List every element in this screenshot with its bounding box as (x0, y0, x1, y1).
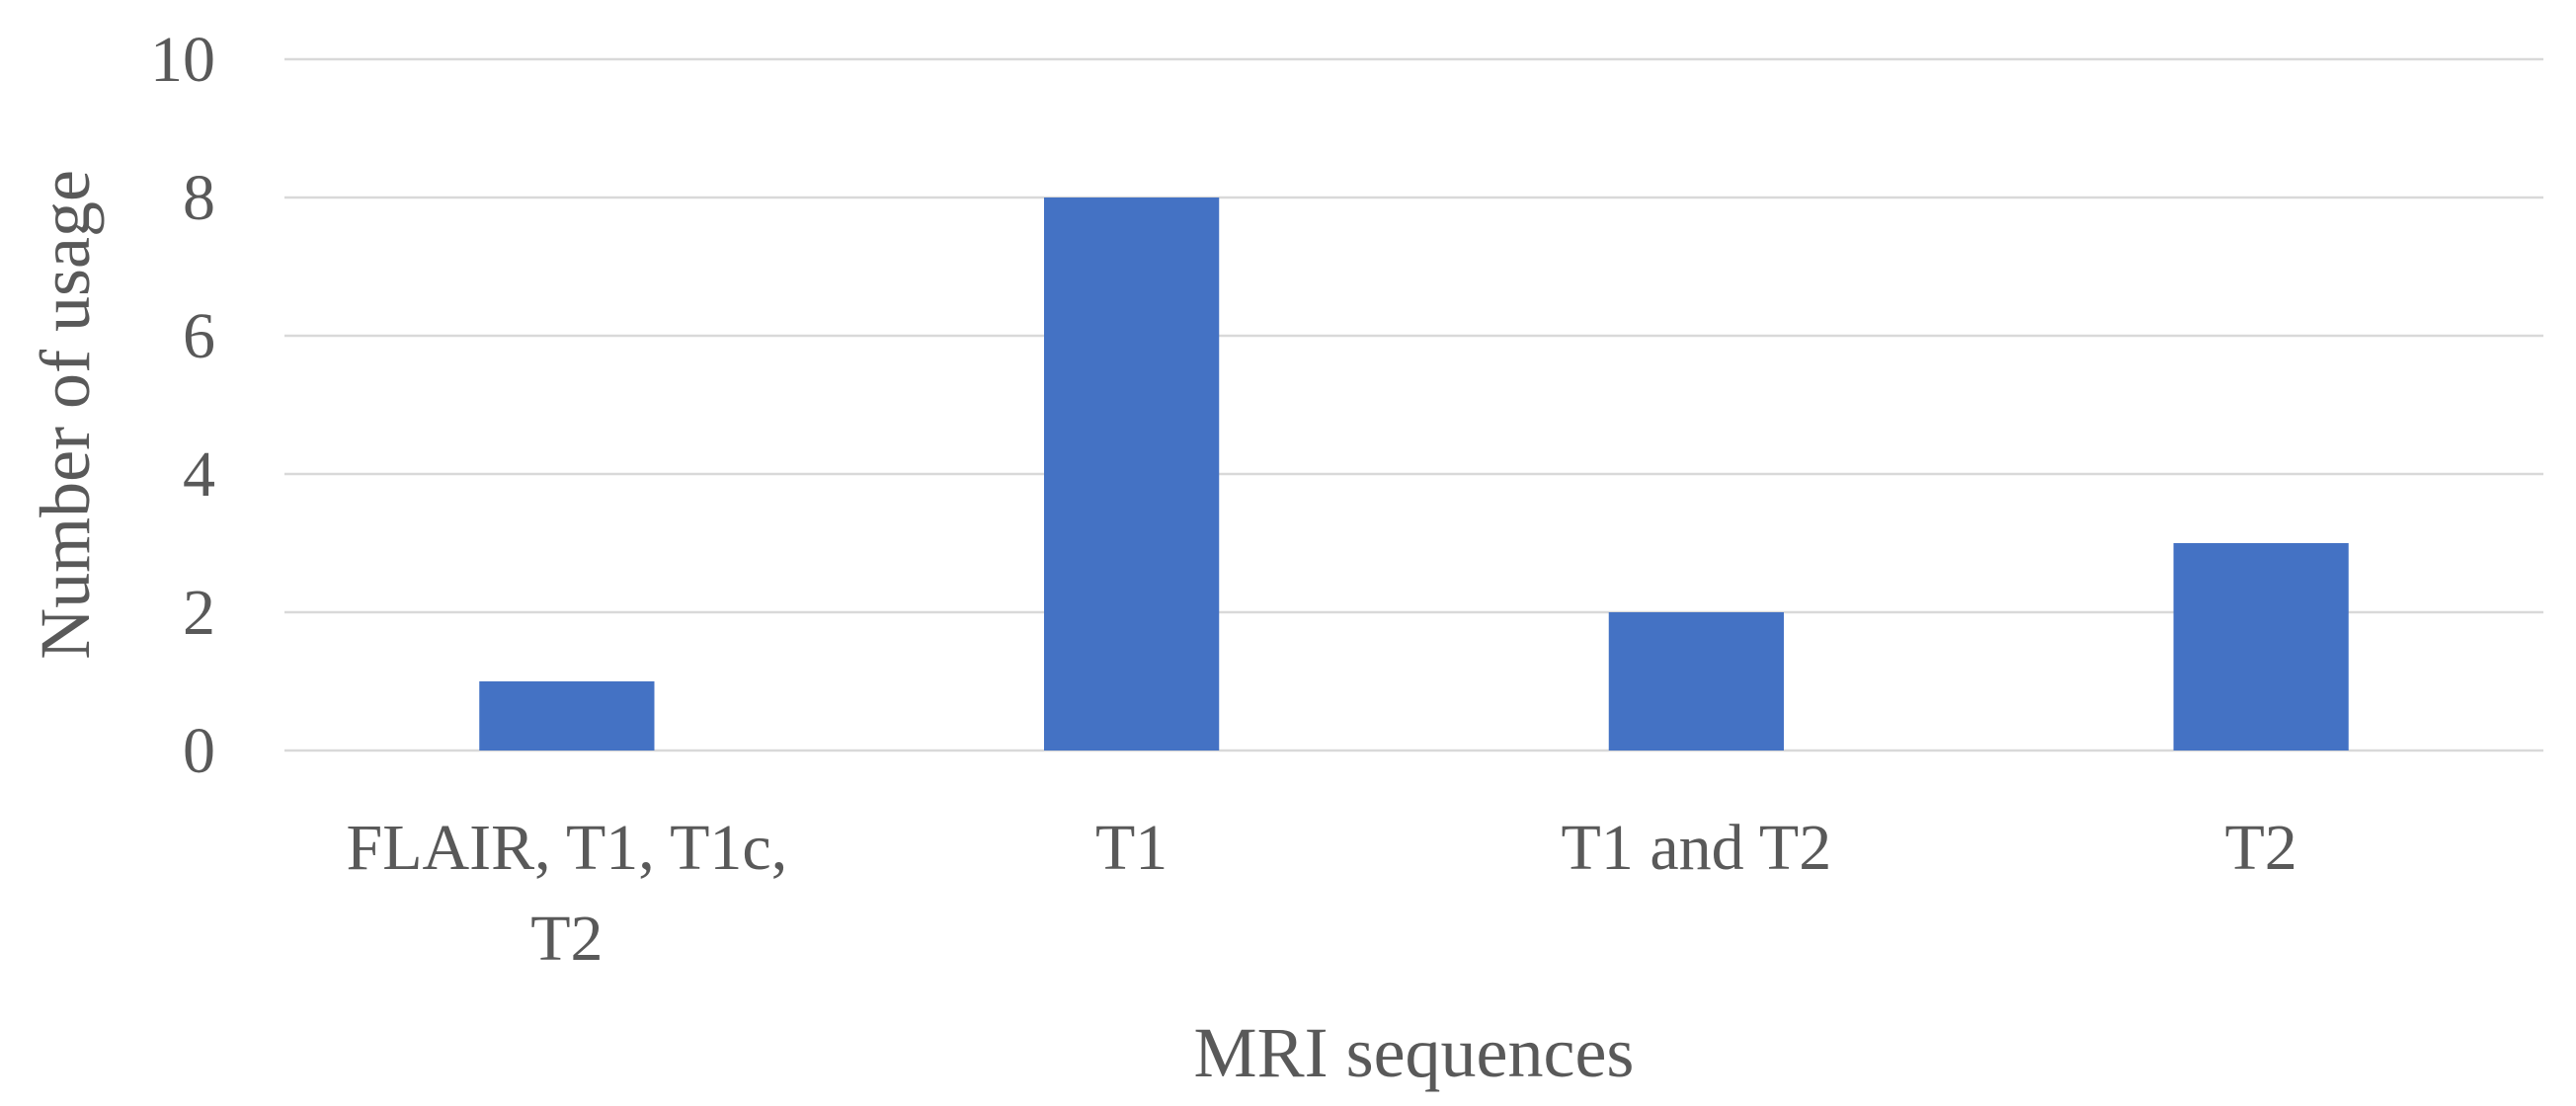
bars (479, 198, 2349, 750)
x-category-label-line: T1 (1095, 812, 1167, 884)
x-category-label-line: T2 (2224, 812, 2296, 884)
y-tick-label: 6 (183, 300, 215, 372)
gridlines (284, 57, 2543, 752)
y-tick-label: 0 (183, 715, 215, 787)
y-tick-label: 8 (183, 162, 215, 234)
x-category-label: T1 (1095, 812, 1167, 884)
bar (1044, 198, 1220, 750)
bar (1608, 612, 1784, 750)
y-tick-label: 10 (150, 24, 215, 96)
y-tick-labels: 0 2 4 6 8 10 (150, 24, 215, 787)
bar (479, 681, 655, 750)
x-category-label: T2 (2224, 812, 2296, 884)
x-category-label-line: T1 and T2 (1562, 812, 1832, 884)
x-axis-title: MRI sequences (1194, 1013, 1635, 1092)
x-category-label-line: T2 (530, 903, 603, 975)
x-category-label: FLAIR, T1, T1c, T2 (347, 812, 788, 975)
x-category-labels: FLAIR, T1, T1c, T2 T1 T1 and T2 T2 (347, 812, 2297, 975)
y-tick-label: 2 (183, 577, 215, 649)
x-category-label: T1 and T2 (1562, 812, 1832, 884)
x-category-label-line: FLAIR, T1, T1c, (347, 812, 788, 884)
y-tick-label: 4 (183, 438, 215, 511)
y-axis-title: Number of usage (26, 170, 105, 660)
bar (2173, 543, 2349, 750)
